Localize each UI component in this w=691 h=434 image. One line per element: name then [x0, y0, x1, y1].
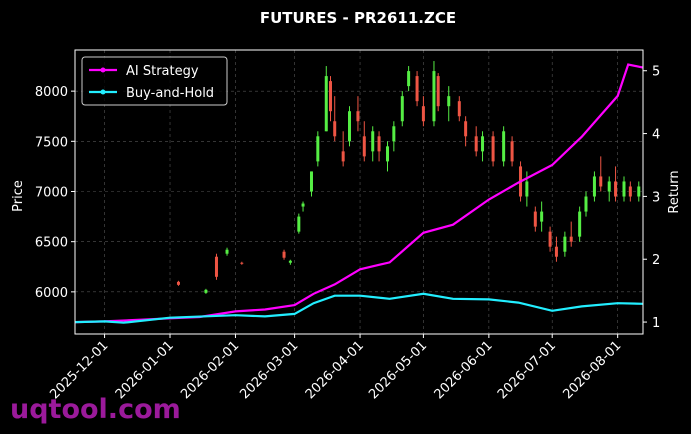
candle-body — [436, 76, 440, 107]
candle-body — [525, 181, 529, 197]
y2-tick-label: 5 — [652, 65, 660, 80]
candle-body — [371, 131, 375, 152]
candle-body — [510, 141, 514, 162]
candle-body — [563, 236, 567, 252]
candle-body — [328, 81, 332, 112]
candle-body — [457, 101, 461, 117]
candle-body — [592, 176, 596, 197]
candle-body — [240, 262, 244, 264]
candle-body — [628, 186, 632, 197]
plot-frame — [74, 49, 644, 335]
candle-body — [464, 121, 468, 137]
x-tick-label: 2026-08-01 — [560, 338, 624, 402]
candle-body — [474, 136, 478, 152]
y-tick-label: 6500 — [35, 236, 68, 251]
legend-label: AI Strategy — [126, 64, 199, 79]
y-tick-label: 7500 — [35, 135, 68, 150]
candle-body — [481, 136, 485, 152]
candle-body — [533, 211, 537, 227]
y-tick-label: 8000 — [35, 85, 68, 100]
candle-body — [214, 256, 218, 277]
candle-body — [607, 181, 611, 192]
candle-body — [392, 126, 396, 142]
candle-body — [548, 231, 552, 247]
candle-body — [578, 211, 582, 237]
candle-body — [362, 136, 366, 157]
candle-body — [225, 249, 229, 254]
candle-body — [614, 181, 618, 197]
candle-body — [400, 96, 404, 122]
x-tick-label: 2026-05-01 — [366, 338, 430, 402]
candle-body — [502, 131, 506, 162]
y-tick-label: 7000 — [35, 185, 68, 200]
candle-body — [282, 251, 286, 258]
candle-body — [377, 136, 381, 152]
candle-body — [554, 246, 558, 257]
legend-marker — [100, 67, 106, 73]
watermark: uqtool.com — [10, 394, 181, 425]
chart-title: FUTURES - PR2611.ZCE — [260, 9, 456, 27]
candle-body — [288, 260, 292, 263]
candle-body — [447, 96, 451, 107]
y2-tick-label: 1 — [652, 316, 660, 331]
candle-body — [297, 216, 301, 232]
candle-body — [176, 281, 180, 285]
candle-body — [324, 76, 328, 132]
candle-body — [356, 111, 360, 122]
candle-body — [569, 236, 573, 242]
x-tick-label: 2026-04-01 — [303, 338, 367, 402]
candle-body — [341, 151, 345, 162]
x-tick-label: 2025-12-01 — [47, 338, 111, 402]
candle-body — [407, 71, 411, 87]
candle-body — [637, 186, 641, 197]
legend: AI Strategy Buy-and-Hold — [81, 56, 228, 106]
legend-marker — [100, 89, 106, 95]
candle-body — [316, 136, 320, 162]
candle-body — [301, 203, 305, 207]
candle-body — [333, 121, 337, 137]
line-series — [74, 292, 644, 324]
y-tick-label: 6000 — [35, 286, 68, 301]
x-tick-label: 2026-01-01 — [113, 338, 177, 402]
x-tick-label: 2026-02-01 — [178, 338, 242, 402]
y2-axis-label: Return — [667, 170, 682, 213]
candle-body — [584, 196, 588, 212]
candle-body — [309, 171, 313, 192]
candle-body — [204, 289, 208, 293]
y2-tick-label: 3 — [652, 190, 660, 205]
candle-body — [415, 76, 419, 102]
legend-label: Buy-and-Hold — [126, 86, 214, 101]
candle-body — [622, 181, 626, 197]
candle-body — [540, 211, 544, 222]
candle-body — [347, 111, 351, 142]
candle-body — [386, 146, 390, 162]
candle-body — [432, 71, 436, 122]
y2-tick-label: 4 — [652, 128, 660, 143]
x-tick-label: 2026-03-01 — [237, 338, 301, 402]
x-tick-label: 2026-07-01 — [495, 338, 559, 402]
x-tick-label: 2026-06-01 — [432, 338, 496, 402]
y-axis-label: Price — [11, 180, 26, 212]
legend-box — [81, 56, 228, 106]
candle-body — [421, 106, 425, 122]
candle-body — [491, 136, 495, 162]
candle-body — [599, 176, 603, 187]
y2-tick-label: 2 — [652, 253, 660, 268]
